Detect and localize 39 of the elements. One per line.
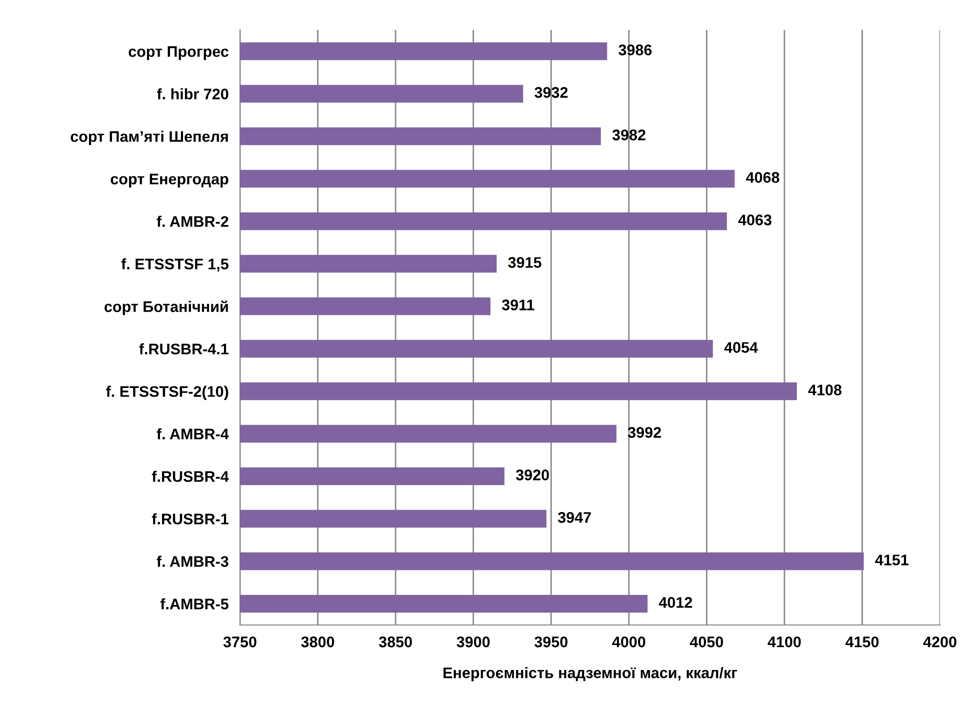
y-tick-label: f.RUSBR-4.1 (139, 343, 228, 354)
y-tick-label: f.RUSBR-4 (152, 470, 229, 482)
x-tick-label: 3950 (534, 636, 568, 648)
y-tick-label: сорт Ботанічний (104, 300, 228, 316)
y-tick-label: сорт Прогрес (128, 46, 228, 60)
data-label: 4012 (658, 597, 692, 608)
x-tick-label: 3750 (223, 636, 256, 648)
y-tick-label: f.RUSBR-1 (152, 513, 228, 524)
data-label: 3911 (502, 300, 534, 310)
data-label: 3932 (534, 87, 568, 98)
y-tick-label: f. AMBR-3 (156, 556, 228, 567)
y-tick-label: f. hibr 720 (156, 88, 228, 100)
y-tick-label: f. ETSSTSF 1,5 (121, 258, 228, 272)
x-tick-label: 3900 (456, 636, 490, 648)
data-label: 3920 (516, 470, 549, 480)
y-tick-label: f. ETSSTSF-2(10) (106, 386, 228, 400)
y-tick-label: сорт Енергодар (110, 174, 228, 188)
y-tick-label: f. AMBR-2 (156, 216, 228, 227)
data-label: 4054 (724, 342, 758, 353)
data-label: 4063 (738, 214, 772, 226)
x-tick-label: 3850 (378, 636, 412, 648)
y-tick-label: f.AMBR-5 (160, 598, 228, 610)
data-label: 3947 (558, 512, 591, 523)
data-label: 4068 (746, 172, 780, 183)
x-tick-label: 4000 (612, 636, 646, 648)
y-tick-label: f. AMBR-4 (156, 428, 229, 440)
x-tick-label: 3800 (301, 636, 334, 648)
x-tick-label: 4050 (690, 636, 724, 648)
data-label: 3992 (628, 427, 661, 438)
x-axis-title: Енергоємність надземної маси, ккал/кг (444, 667, 738, 682)
y-tick-label: сорт Пам’яті Шепеля (70, 130, 228, 145)
data-label: 4108 (808, 384, 842, 396)
data-label: 3982 (612, 130, 646, 140)
data-label: 3986 (618, 44, 652, 56)
x-tick-label: 4150 (845, 636, 879, 648)
x-tick-label: 4200 (923, 636, 956, 648)
data-label: 4151 (875, 554, 908, 566)
x-tick-label: 4100 (768, 636, 801, 648)
data-label: 3915 (508, 257, 542, 268)
